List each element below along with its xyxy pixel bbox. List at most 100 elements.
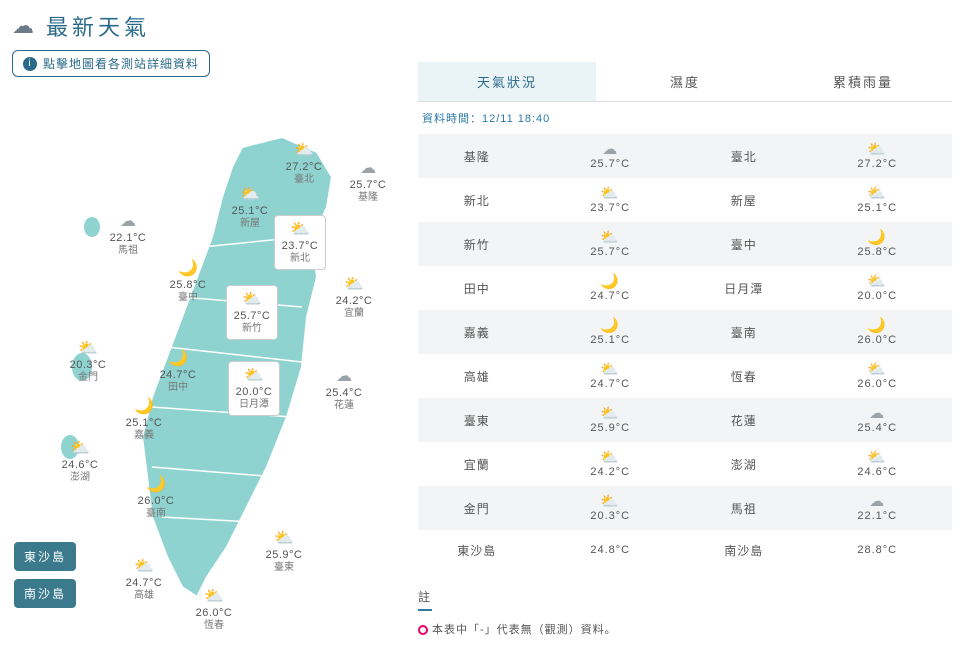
table-row: 基隆☁25.7°C臺北⛅27.2°C xyxy=(418,134,952,178)
table-row: 田中🌙24.7°C日月潭⛅20.0°C xyxy=(418,266,952,310)
location-cell[interactable]: 金門 xyxy=(418,486,535,530)
location-cell[interactable]: 田中 xyxy=(418,266,535,310)
temp-value: 25.1°C xyxy=(590,334,630,346)
station-name: 馬祖 xyxy=(104,245,152,257)
info-icon: i xyxy=(23,57,37,71)
weather-icon: ☁ xyxy=(320,367,368,386)
map-station[interactable]: ⛅24.2°C宜蘭 xyxy=(330,275,378,320)
weather-icon: ⛅ xyxy=(600,230,620,245)
taiwan-map[interactable]: ⛅27.2°C臺北☁25.7°C基隆⛅25.1°C新屋⛅23.7°C新北☁22.… xyxy=(12,77,398,637)
table-row: 嘉義🌙25.1°C臺南🌙26.0°C xyxy=(418,310,952,354)
temp-value: 26.0°C xyxy=(857,378,897,390)
temp-value: 25.7°C xyxy=(590,246,630,258)
location-cell[interactable]: 臺東 xyxy=(418,398,535,442)
value-cell: ⛅20.3°C xyxy=(535,486,685,530)
map-station[interactable]: ☁22.1°C馬祖 xyxy=(104,212,152,257)
map-station[interactable]: 🌙25.8°C臺中 xyxy=(164,259,212,304)
weather-icon: 🌙 xyxy=(154,349,202,368)
weather-icon: ⛅ xyxy=(867,274,887,289)
location-cell[interactable]: 嘉義 xyxy=(418,310,535,354)
tab-humidity[interactable]: 濕度 xyxy=(596,62,774,101)
station-name: 恆春 xyxy=(190,620,238,632)
weather-icon: ⛅ xyxy=(64,339,112,358)
weather-table: 基隆☁25.7°C臺北⛅27.2°C新北⛅23.7°C新屋⛅25.1°C新竹⛅2… xyxy=(418,134,952,570)
location-cell[interactable]: 臺北 xyxy=(685,134,802,178)
location-cell[interactable]: 南沙島 xyxy=(685,530,802,570)
nansha-button[interactable]: 南沙島 xyxy=(14,579,76,608)
map-station[interactable]: ⛅26.0°C恆春 xyxy=(190,587,238,632)
map-station[interactable]: ☁25.4°C花蓮 xyxy=(320,367,368,412)
station-temp: 25.7°C xyxy=(229,310,275,323)
temp-value: 25.8°C xyxy=(857,246,897,258)
station-name: 金門 xyxy=(64,372,112,384)
page-title: ☁ 最新天氣 xyxy=(12,10,398,42)
value-cell: ☁25.4°C xyxy=(802,398,952,442)
map-station[interactable]: 🌙26.0°C臺南 xyxy=(132,475,180,520)
location-cell[interactable]: 東沙島 xyxy=(418,530,535,570)
location-cell[interactable]: 花蓮 xyxy=(685,398,802,442)
location-cell[interactable]: 新北 xyxy=(418,178,535,222)
value-cell: ⛅23.7°C xyxy=(535,178,685,222)
value-cell: 28.8°C xyxy=(802,530,952,570)
weather-icon: ⛅ xyxy=(56,439,104,458)
map-station[interactable]: ⛅25.9°C臺東 xyxy=(260,529,308,574)
value-cell: 🌙24.7°C xyxy=(535,266,685,310)
weather-icon: ⛅ xyxy=(277,220,323,239)
station-name: 基隆 xyxy=(344,192,392,204)
temp-value: 20.0°C xyxy=(857,290,897,302)
location-cell[interactable]: 基隆 xyxy=(418,134,535,178)
location-cell[interactable]: 高雄 xyxy=(418,354,535,398)
dongsha-button[interactable]: 東沙島 xyxy=(14,542,76,571)
station-temp: 22.1°C xyxy=(104,232,152,245)
tab-weather[interactable]: 天氣狀況 xyxy=(418,62,596,101)
station-name: 新屋 xyxy=(226,218,274,230)
location-cell[interactable]: 臺中 xyxy=(685,222,802,266)
station-name: 日月潭 xyxy=(231,399,277,411)
map-station[interactable]: 🌙24.7°C田中 xyxy=(154,349,202,394)
station-name: 澎湖 xyxy=(56,472,104,484)
weather-icon: 🌙 xyxy=(600,318,620,333)
tab-rain[interactable]: 累積雨量 xyxy=(774,62,952,101)
weather-icon: 🌙 xyxy=(132,475,180,494)
value-cell: ⛅25.1°C xyxy=(802,178,952,222)
weather-icon: ⛅ xyxy=(120,557,168,576)
map-station[interactable]: ⛅24.6°C澎湖 xyxy=(56,439,104,484)
location-cell[interactable]: 澎湖 xyxy=(685,442,802,486)
value-cell: ☁22.1°C xyxy=(802,486,952,530)
map-station[interactable]: ⛅20.0°C日月潭 xyxy=(228,361,280,416)
map-station[interactable]: ☁25.7°C基隆 xyxy=(344,159,392,204)
map-station[interactable]: ⛅23.7°C新北 xyxy=(274,215,326,270)
station-name: 臺中 xyxy=(164,292,212,304)
map-station[interactable]: ⛅27.2°C臺北 xyxy=(280,141,328,186)
note-label: 註 xyxy=(418,588,432,611)
temp-value: 28.8°C xyxy=(857,544,897,556)
station-temp: 25.7°C xyxy=(344,179,392,192)
value-cell: 🌙25.1°C xyxy=(535,310,685,354)
value-cell: ⛅25.9°C xyxy=(535,398,685,442)
location-cell[interactable]: 日月潭 xyxy=(685,266,802,310)
value-cell: ⛅20.0°C xyxy=(802,266,952,310)
map-station[interactable]: 🌙25.1°C嘉義 xyxy=(120,397,168,442)
location-cell[interactable]: 新竹 xyxy=(418,222,535,266)
weather-icon: ⛅ xyxy=(280,141,328,160)
station-name: 新北 xyxy=(277,253,323,265)
weather-icon: 🌙 xyxy=(867,230,887,245)
map-station[interactable]: ⛅24.7°C高雄 xyxy=(120,557,168,602)
station-temp: 25.1°C xyxy=(120,417,168,430)
location-cell[interactable]: 新屋 xyxy=(685,178,802,222)
location-cell[interactable]: 宜蘭 xyxy=(418,442,535,486)
temp-value: 25.1°C xyxy=(857,202,897,214)
value-cell: ⛅26.0°C xyxy=(802,354,952,398)
location-cell[interactable]: 臺南 xyxy=(685,310,802,354)
station-temp: 25.1°C xyxy=(226,205,274,218)
location-cell[interactable]: 恆春 xyxy=(685,354,802,398)
table-row: 高雄⛅24.7°C恆春⛅26.0°C xyxy=(418,354,952,398)
map-station[interactable]: ⛅25.7°C新竹 xyxy=(226,285,278,340)
location-cell[interactable]: 馬祖 xyxy=(685,486,802,530)
station-name: 臺東 xyxy=(260,562,308,574)
temp-value: 24.7°C xyxy=(590,378,630,390)
map-station[interactable]: ⛅20.3°C金門 xyxy=(64,339,112,384)
temp-value: 27.2°C xyxy=(857,158,897,170)
value-cell: ⛅24.2°C xyxy=(535,442,685,486)
map-station[interactable]: ⛅25.1°C新屋 xyxy=(226,185,274,230)
